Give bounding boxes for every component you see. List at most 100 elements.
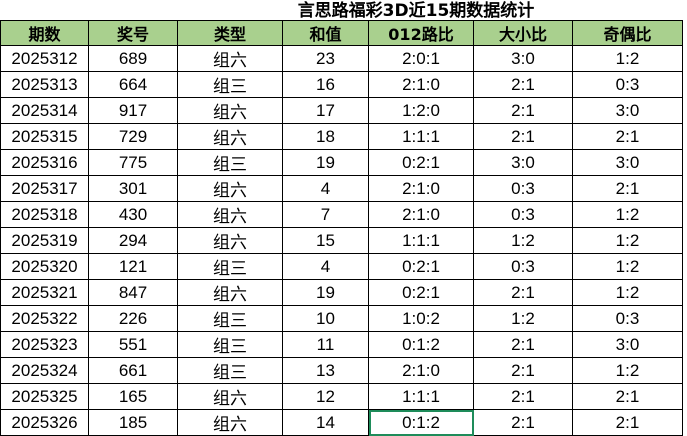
table-cell[interactable]: 2:1 xyxy=(473,357,573,384)
table-cell[interactable]: 1:1:1 xyxy=(368,227,474,254)
table-cell[interactable]: 7 xyxy=(282,201,369,228)
table-cell[interactable]: 10 xyxy=(282,305,369,332)
table-cell[interactable]: 226 xyxy=(88,305,178,332)
table-cell[interactable]: 775 xyxy=(88,149,178,176)
table-cell[interactable]: 551 xyxy=(88,331,178,358)
table-cell[interactable]: 0:2:1 xyxy=(368,149,474,176)
table-cell[interactable]: 2:1:0 xyxy=(368,175,474,202)
table-cell[interactable]: 2025313 xyxy=(0,71,89,98)
table-cell[interactable]: 2:1 xyxy=(473,97,573,124)
table-cell[interactable]: 12 xyxy=(282,383,369,410)
column-header[interactable]: 奇偶比 xyxy=(572,20,683,46)
table-cell[interactable]: 2:1 xyxy=(473,331,573,358)
table-cell[interactable]: 1:1:1 xyxy=(368,123,474,150)
table-cell[interactable]: 301 xyxy=(88,175,178,202)
column-header[interactable]: 和值 xyxy=(282,20,369,46)
table-cell[interactable]: 19 xyxy=(282,149,369,176)
table-cell[interactable]: 2:1 xyxy=(473,383,573,410)
table-cell[interactable]: 组六 xyxy=(177,227,283,254)
table-cell[interactable]: 2:1:0 xyxy=(368,71,474,98)
table-cell[interactable]: 3:0 xyxy=(572,149,683,176)
table-cell[interactable]: 4 xyxy=(282,253,369,280)
table-cell[interactable]: 4 xyxy=(282,175,369,202)
column-header[interactable]: 奖号 xyxy=(88,20,178,46)
table-cell[interactable]: 847 xyxy=(88,279,178,306)
table-cell[interactable]: 23 xyxy=(282,45,369,72)
table-cell[interactable]: 2:1 xyxy=(473,71,573,98)
table-cell[interactable]: 组六 xyxy=(177,175,283,202)
table-cell[interactable]: 3:0 xyxy=(473,149,573,176)
table-cell[interactable]: 0:3 xyxy=(473,175,573,202)
column-header[interactable]: 大小比 xyxy=(473,20,573,46)
table-cell[interactable]: 2025312 xyxy=(0,45,89,72)
table-cell[interactable]: 3:0 xyxy=(572,97,683,124)
table-cell[interactable]: 2025319 xyxy=(0,227,89,254)
table-cell[interactable]: 0:1:2 xyxy=(368,331,474,358)
table-cell[interactable]: 18 xyxy=(282,123,369,150)
table-cell[interactable]: 11 xyxy=(282,331,369,358)
table-cell[interactable]: 组六 xyxy=(177,383,283,410)
table-cell[interactable]: 2:1 xyxy=(473,123,573,150)
table-cell[interactable]: 2025314 xyxy=(0,97,89,124)
table-cell[interactable]: 0:2:1 xyxy=(368,279,474,306)
table-cell[interactable]: 2025320 xyxy=(0,253,89,280)
table-cell[interactable]: 2:1 xyxy=(572,383,683,410)
table-cell[interactable]: 1:2 xyxy=(473,227,573,254)
table-cell[interactable]: 1:1:1 xyxy=(368,383,474,410)
table-cell[interactable]: 2025322 xyxy=(0,305,89,332)
table-cell[interactable]: 1:0:2 xyxy=(368,305,474,332)
table-cell[interactable]: 组三 xyxy=(177,71,283,98)
table-cell[interactable]: 2025323 xyxy=(0,331,89,358)
table-cell[interactable]: 16 xyxy=(282,71,369,98)
table-cell[interactable]: 2025318 xyxy=(0,201,89,228)
table-cell[interactable]: 2:1 xyxy=(572,175,683,202)
table-cell[interactable]: 组六 xyxy=(177,279,283,306)
table-cell[interactable]: 0:3 xyxy=(473,201,573,228)
table-cell[interactable]: 19 xyxy=(282,279,369,306)
table-cell[interactable]: 917 xyxy=(88,97,178,124)
table-cell[interactable]: 729 xyxy=(88,123,178,150)
table-cell[interactable]: 组六 xyxy=(177,45,283,72)
table-cell[interactable]: 689 xyxy=(88,45,178,72)
table-cell[interactable]: 组六 xyxy=(177,201,283,228)
table-cell[interactable]: 组三 xyxy=(177,305,283,332)
table-cell[interactable]: 2:1:0 xyxy=(368,201,474,228)
table-cell[interactable]: 661 xyxy=(88,357,178,384)
table-cell[interactable]: 2:0:1 xyxy=(368,45,474,72)
table-cell[interactable]: 1:2 xyxy=(572,279,683,306)
table-cell[interactable]: 组六 xyxy=(177,97,283,124)
table-cell[interactable]: 2025325 xyxy=(0,383,89,410)
table-cell[interactable]: 1:2 xyxy=(572,227,683,254)
table-cell[interactable]: 294 xyxy=(88,227,178,254)
table-cell[interactable]: 1:2 xyxy=(572,357,683,384)
column-header[interactable]: 012路比 xyxy=(368,20,474,46)
table-cell[interactable]: 3:0 xyxy=(572,331,683,358)
table-cell[interactable]: 组三 xyxy=(177,253,283,280)
table-cell[interactable]: 1:2 xyxy=(572,201,683,228)
table-cell[interactable]: 1:2 xyxy=(473,305,573,332)
table-cell[interactable]: 2:1 xyxy=(572,123,683,150)
table-cell[interactable]: 组六 xyxy=(177,123,283,150)
table-cell[interactable]: 2025316 xyxy=(0,149,89,176)
table-cell[interactable]: 121 xyxy=(88,253,178,280)
table-cell[interactable]: 664 xyxy=(88,71,178,98)
column-header[interactable]: 期数 xyxy=(0,20,89,46)
table-cell[interactable]: 2025317 xyxy=(0,175,89,202)
table-cell[interactable]: 组三 xyxy=(177,331,283,358)
table-cell[interactable]: 1:2:0 xyxy=(368,97,474,124)
table-cell[interactable]: 2025315 xyxy=(0,123,89,150)
table-cell[interactable]: 430 xyxy=(88,201,178,228)
table-cell[interactable]: 1:2 xyxy=(572,45,683,72)
table-cell[interactable]: 组三 xyxy=(177,357,283,384)
table-cell[interactable]: 165 xyxy=(88,383,178,410)
table-cell[interactable]: 0:3 xyxy=(473,253,573,280)
table-cell[interactable]: 3:0 xyxy=(473,45,573,72)
table-cell[interactable]: 1:2 xyxy=(572,253,683,280)
table-cell[interactable]: 17 xyxy=(282,97,369,124)
table-cell[interactable]: 2025321 xyxy=(0,279,89,306)
table-cell[interactable]: 2:1 xyxy=(473,279,573,306)
table-cell[interactable]: 2:1:0 xyxy=(368,357,474,384)
table-cell[interactable]: 0:2:1 xyxy=(368,253,474,280)
table-cell[interactable]: 0:3 xyxy=(572,305,683,332)
table-cell[interactable]: 2025324 xyxy=(0,357,89,384)
